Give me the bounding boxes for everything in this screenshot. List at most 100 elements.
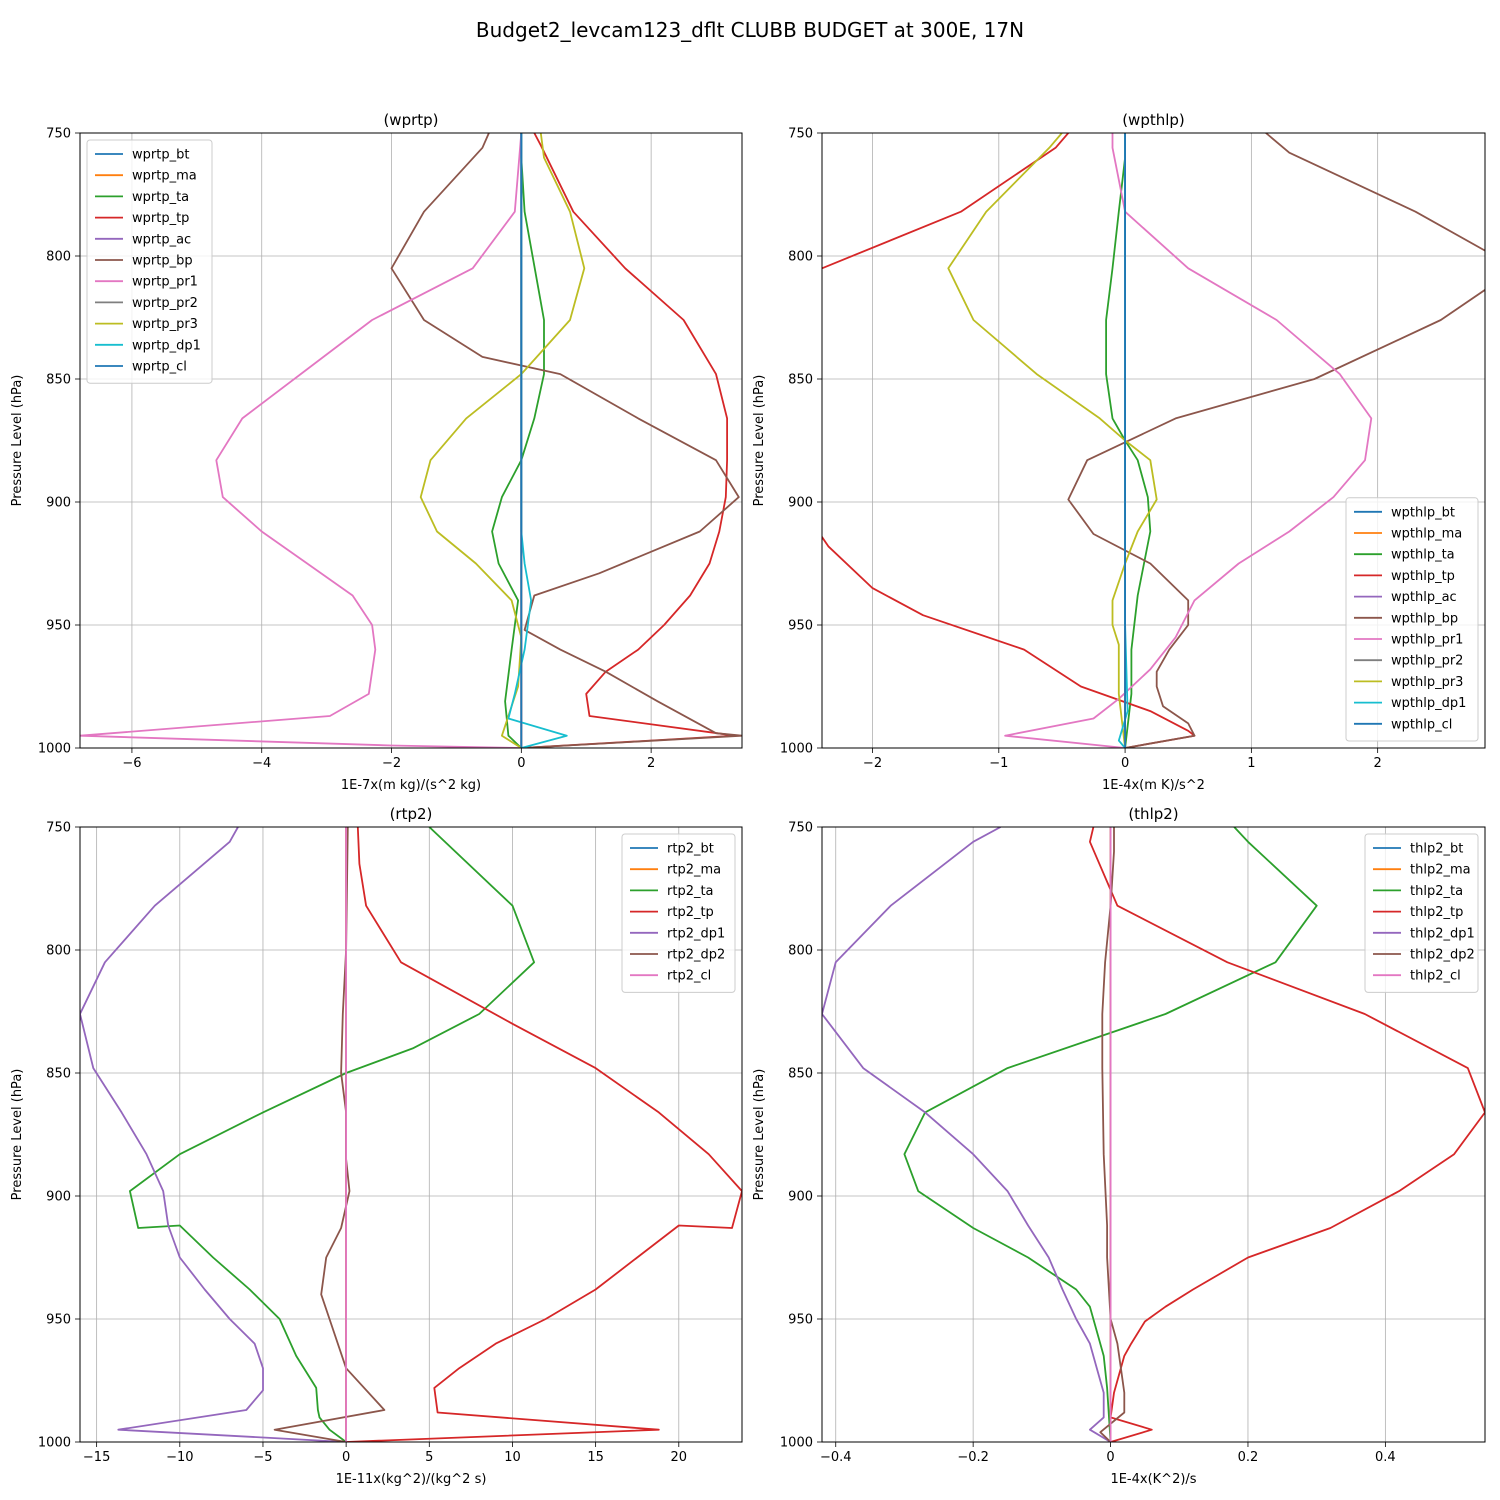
legend-entry-wpthlp_bp: wpthlp_bp: [1391, 611, 1458, 626]
y-tick-label: 900: [46, 1190, 71, 1205]
legend-entry-wprtp_bp: wprtp_bp: [132, 254, 193, 269]
panel-4: −0.4 −0.2 0 0.2 0.4 750 800 850 900 950 1000 (thlp2…: [752, 805, 1486, 1487]
x-tick-label: 20: [671, 1450, 688, 1465]
legend-entry-wprtp_pr1: wprtp_pr1: [132, 275, 198, 290]
series-line-wpthlp_tp: [822, 133, 1196, 748]
x-tick-label: 0.2: [1238, 1450, 1259, 1465]
y-tick-label: 1000: [780, 1436, 813, 1451]
x-tick-label: −15: [83, 1450, 110, 1465]
series-line-wprtp_pr3: [419, 133, 586, 748]
series-line-rtp2_tp: [346, 827, 742, 1442]
series-line-wprtp_dp1: [507, 133, 568, 748]
y-tick-label: 750: [788, 127, 813, 142]
axes-frame: [79, 826, 743, 1443]
legend: wpthlp_bt wpthlp_ma wpthlp_ta wpthlp_tpwpth…: [1345, 497, 1479, 742]
legend-box: [86, 139, 213, 384]
y-tick-label: 1000: [38, 1436, 71, 1451]
legend: thlp2_bt thlp2_ma thlp2_ta thlp2_tp thlp2_dp…: [1364, 833, 1479, 993]
axes-frame: [821, 826, 1486, 1443]
y-tick-label: 800: [46, 250, 71, 265]
x-tick-label: 0: [1121, 756, 1129, 771]
x-axis-label: 1E-7x(m kg)/(s^2 kg): [341, 778, 481, 793]
series-line-thlp2_ta: [903, 827, 1318, 1442]
legend-entry-wpthlp_dp1: wpthlp_dp1: [1391, 696, 1466, 711]
legend-entry-wprtp_cl: wprtp_cl: [132, 360, 187, 375]
legend-entry-rtp2_dp2: rtp2_dp2: [667, 948, 725, 963]
legend-entry-rtp2_dp1: rtp2_dp1: [667, 926, 725, 941]
x-tick-label: −1: [989, 756, 1008, 771]
legend-entry-wpthlp_pr1: wpthlp_pr1: [1391, 633, 1463, 648]
x-tick-label: 15: [587, 1450, 604, 1465]
series-line-rtp2_ta: [128, 827, 535, 1442]
legend-entry-wpthlp_tp: wpthlp_tp: [1391, 569, 1455, 584]
x-tick-label: 10: [504, 1450, 521, 1465]
legend-entry-thlp2_bt: thlp2_bt: [1410, 842, 1463, 857]
y-axis-label: Pressure Level (hPa): [10, 1069, 25, 1201]
x-axis-label: 1E-11x(kg^2)/(kg^2 s): [336, 1472, 487, 1487]
series-group: [80, 133, 742, 748]
y-tick-label: 950: [788, 619, 813, 634]
x-tick-label: −2: [863, 756, 882, 771]
series-line-rtp2_dp1: [80, 827, 347, 1442]
panel-2: −2 −1 0 1 2 750 800 850 900 950 1000 (wpthlp) 1E-4x(…: [752, 111, 1486, 793]
legend-entry-wpthlp_pr2: wpthlp_pr2: [1391, 654, 1463, 669]
series-line-wpthlp_ta: [1105, 133, 1152, 748]
legend-entry-rtp2_ma: rtp2_ma: [667, 863, 721, 878]
x-tick-label: 0.4: [1375, 1450, 1396, 1465]
y-tick-label: 1000: [780, 742, 813, 757]
series-line-wpthlp_pr3: [947, 133, 1158, 748]
series-group: [822, 827, 1485, 1442]
axes-frame: [79, 132, 743, 749]
legend-box: [1364, 833, 1479, 993]
legend-entry-wprtp_dp1: wprtp_dp1: [132, 338, 201, 353]
legend-entry-rtp2_ta: rtp2_ta: [667, 884, 714, 899]
x-tick-label: 5: [425, 1450, 433, 1465]
y-tick-label: 950: [46, 1313, 71, 1328]
series-line-wprtp_ta: [491, 133, 545, 748]
y-tick-label: 750: [46, 127, 71, 142]
legend-entry-wpthlp_cl: wpthlp_cl: [1391, 717, 1452, 732]
legend-entry-thlp2_dp1: thlp2_dp1: [1410, 926, 1475, 941]
legend-entry-rtp2_tp: rtp2_tp: [667, 905, 714, 920]
legend-entry-wpthlp_ta: wpthlp_ta: [1391, 548, 1455, 563]
y-tick-label: 850: [46, 373, 71, 388]
y-axis-label: Pressure Level (hPa): [10, 375, 25, 507]
y-tick-label: 800: [46, 944, 71, 959]
legend-entry-wprtp_pr2: wprtp_pr2: [132, 296, 198, 311]
x-tick-label: −4: [252, 756, 271, 771]
legend-entry-wprtp_pr3: wprtp_pr3: [132, 317, 198, 332]
y-tick-label: 850: [788, 373, 813, 388]
series-line-rtp2_dp2: [273, 827, 386, 1442]
series-line-wprtp_tp: [521, 133, 737, 748]
x-tick-label: 2: [1374, 756, 1382, 771]
legend-entry-wprtp_bt: wprtp_bt: [132, 148, 189, 163]
legend-entry-wpthlp_pr3: wpthlp_pr3: [1391, 675, 1463, 690]
x-tick-label: −0.4: [820, 1450, 852, 1465]
panel-1: −6 −4 −2 0 2 750 800 850 900 950 1000 (wprtp) 1E-7x(…: [10, 111, 743, 793]
x-tick-label: −5: [253, 1450, 272, 1465]
y-tick-label: 900: [46, 496, 71, 511]
legend-box: [621, 833, 736, 993]
series-line-thlp2_dp1: [822, 827, 1112, 1442]
legend-entry-wpthlp_ma: wpthlp_ma: [1391, 527, 1462, 542]
legend-entry-wprtp_tp: wprtp_tp: [132, 211, 189, 226]
y-tick-label: 850: [788, 1067, 813, 1082]
series-line-wprtp_pr1: [80, 133, 523, 748]
x-tick-label: −10: [166, 1450, 193, 1465]
panel-title: (wpthlp): [1122, 111, 1185, 129]
series-line-thlp2_tp: [1089, 827, 1485, 1442]
legend-entry-wprtp_ta: wprtp_ta: [132, 190, 189, 205]
x-axis-label: 1E-4x(K^2)/s: [1110, 1472, 1196, 1487]
series-group: [822, 133, 1485, 748]
y-axis-label: Pressure Level (hPa): [752, 375, 767, 507]
y-tick-label: 750: [788, 821, 813, 836]
y-tick-label: 900: [788, 496, 813, 511]
panel-title: (rtp2): [390, 805, 433, 823]
series-line-thlp2_dp2: [1099, 827, 1126, 1442]
y-tick-label: 900: [788, 1190, 813, 1205]
legend-entry-thlp2_ma: thlp2_ma: [1410, 863, 1471, 878]
legend-entry-thlp2_tp: thlp2_tp: [1410, 905, 1463, 920]
legend-entry-wpthlp_ac: wpthlp_ac: [1391, 590, 1457, 605]
panel-title: (thlp2): [1128, 805, 1178, 823]
